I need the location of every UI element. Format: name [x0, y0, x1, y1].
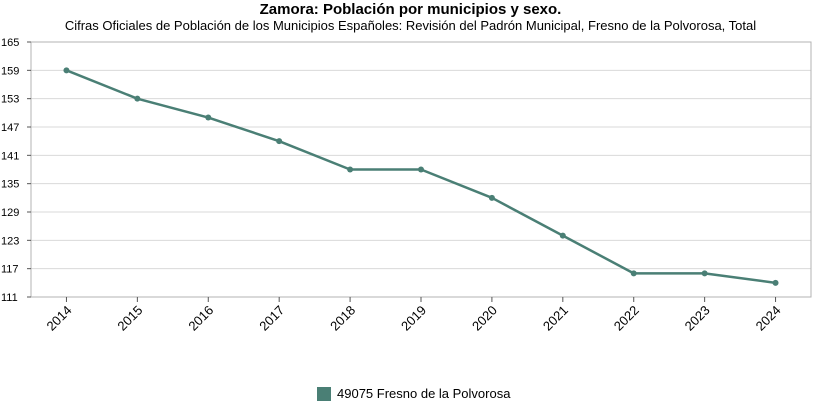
data-point[interactable] — [559, 232, 566, 239]
x-tick-label: 2015 — [114, 303, 145, 334]
y-tick-label: 117 — [1, 264, 19, 276]
y-tick-label: 111 — [1, 292, 18, 304]
x-axis: 2014 2015 2016 2017 2018 2019 2020 2021 2022 2023… — [44, 297, 784, 334]
data-point[interactable] — [205, 114, 212, 121]
data-point[interactable] — [276, 138, 283, 145]
x-tick-label: 2014 — [44, 303, 75, 334]
y-tick-label: 159 — [1, 65, 19, 77]
data-point[interactable] — [134, 95, 141, 102]
y-tick-label: 123 — [1, 235, 19, 247]
y-tick-label: 141 — [1, 150, 19, 162]
y-tick-label: 135 — [1, 179, 19, 191]
data-point[interactable] — [347, 166, 354, 173]
x-tick-label: 2018 — [327, 303, 358, 334]
x-tick-label: 2024 — [753, 303, 784, 334]
x-tick-label: 2021 — [540, 303, 571, 334]
data-point[interactable] — [630, 270, 637, 277]
chart-subtitle: Cifras Oficiales de Población de los Mun… — [64, 18, 757, 33]
x-tick-label: 2019 — [398, 303, 429, 334]
legend-label: 49075 Fresno de la Polvorosa — [337, 386, 511, 401]
x-tick-label: 2023 — [682, 303, 713, 334]
x-tick-label: 2022 — [611, 303, 642, 334]
x-tick-label: 2020 — [469, 303, 500, 334]
data-point[interactable] — [418, 166, 424, 173]
y-tick-label: 153 — [1, 94, 19, 106]
series-line — [65, 69, 776, 285]
data-point[interactable] — [701, 270, 708, 277]
legend: 49075 Fresno de la Polvorosa — [317, 386, 510, 401]
y-axis: 111 117 123 129 135 141 147 153 159 165 — [1, 37, 31, 304]
data-point[interactable] — [772, 279, 779, 286]
x-tick-label: 2016 — [185, 303, 216, 334]
y-tick-label: 129 — [1, 207, 19, 219]
legend-swatch — [317, 386, 331, 401]
data-point[interactable] — [488, 194, 495, 201]
data-point[interactable] — [63, 67, 70, 74]
x-tick-label: 2017 — [256, 303, 287, 334]
y-tick-label: 147 — [1, 122, 19, 134]
chart-title: Zamora: Población por municipios y sexo. — [259, 1, 562, 18]
series-layer — [63, 67, 779, 286]
y-tick-label: 165 — [1, 37, 19, 49]
